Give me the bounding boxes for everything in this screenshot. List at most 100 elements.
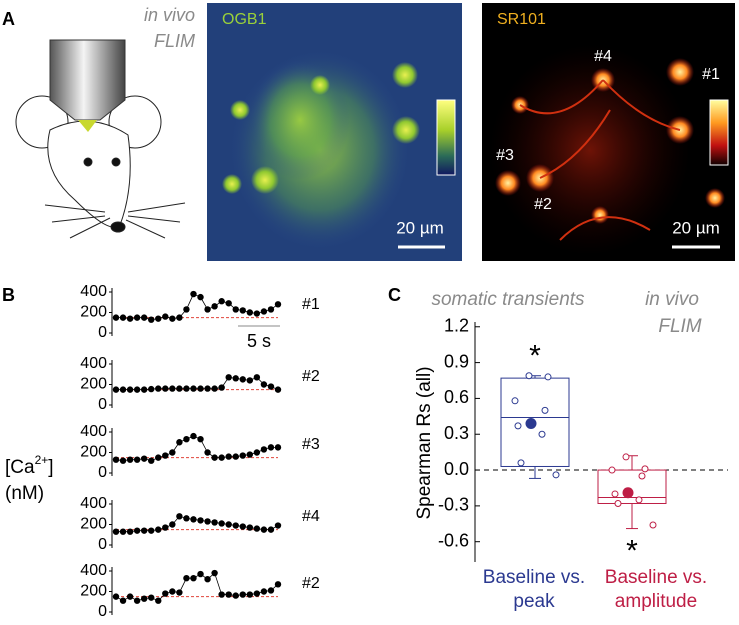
trace-point (140, 527, 148, 534)
trace-point (155, 597, 162, 604)
trace-point (197, 385, 204, 392)
panel-label: C (388, 285, 401, 305)
trace-point (274, 581, 282, 588)
data-point (511, 397, 519, 405)
data-point (611, 490, 619, 498)
annotation: FLIM (658, 316, 701, 337)
trace-point (169, 385, 176, 392)
trace-point (155, 385, 162, 392)
y-tick-label: 400 (80, 355, 107, 372)
trace-point (260, 308, 268, 315)
trace-point (274, 444, 282, 451)
trace-point (232, 306, 239, 313)
trace-point (225, 374, 232, 381)
trace-line (116, 293, 279, 321)
trace-point (176, 513, 183, 520)
trace-point (133, 456, 141, 463)
trace-point (183, 385, 190, 392)
data-point (541, 406, 549, 414)
trace-label: #1 (302, 296, 320, 313)
trace-point (183, 306, 190, 313)
y-axis-label: [Ca2+] (5, 453, 54, 478)
data-point (649, 521, 657, 529)
trace-point (267, 526, 275, 533)
trace-point (140, 314, 148, 321)
trace-point (148, 594, 155, 601)
trace-point (162, 313, 169, 320)
trace-point (126, 593, 134, 600)
y-tick-label: 0 (98, 603, 107, 620)
y-tick-label: 0 (98, 536, 107, 553)
trace-point (112, 593, 120, 600)
trace-point (119, 386, 127, 393)
trace-point (246, 309, 254, 316)
data-point (635, 496, 643, 504)
trace-point (169, 315, 176, 322)
trace-point (126, 386, 134, 393)
trace-point (155, 526, 162, 533)
trace-point (169, 588, 176, 595)
panel-label: B (2, 285, 15, 305)
annotation: FLIM (154, 31, 195, 51)
data-point (525, 372, 533, 380)
box (597, 469, 667, 504)
y-axis-label-part: ] (48, 457, 53, 478)
trace-point (232, 375, 239, 382)
y-axis-label-part: 2+ (35, 453, 49, 467)
trace-point (133, 597, 141, 604)
trace-point (267, 444, 275, 451)
trace-point (239, 452, 246, 459)
trace-point (211, 569, 218, 577)
trace-point (274, 522, 282, 529)
trace-point (133, 527, 141, 534)
trace-point (183, 574, 190, 582)
y-tick-label: 200 (80, 444, 107, 461)
data-point (517, 459, 525, 467)
data-point (544, 373, 552, 381)
trace-point (211, 519, 218, 526)
data-point (514, 422, 522, 430)
image-title: SR101 (497, 11, 546, 28)
cell-label: #1 (702, 66, 720, 83)
trace-point (140, 595, 148, 602)
trace-point (260, 381, 268, 388)
trace-point (246, 524, 254, 531)
y-tick-label: 400 (80, 495, 107, 512)
trace-point (197, 435, 204, 443)
scale-bar-label: 20 µm (396, 218, 444, 237)
trace-point (253, 525, 261, 532)
trace-point (148, 316, 155, 323)
y-axis-label: Spearman Rs (all) (414, 366, 435, 519)
trace-label: #4 (302, 508, 320, 525)
data-point (608, 466, 616, 474)
trace-point (246, 451, 254, 458)
trace-point (190, 516, 197, 523)
trace-point (197, 570, 204, 578)
trace-point (260, 588, 268, 595)
trace-point (155, 454, 162, 461)
y-tick-label: 200 (80, 583, 107, 600)
trace-point (253, 374, 261, 381)
trace-point (119, 457, 127, 464)
y-tick-label: 0.3 (444, 423, 469, 443)
trace-point (225, 300, 232, 307)
significance: * (626, 534, 638, 567)
trace-point (267, 306, 275, 313)
trace-point (133, 386, 141, 393)
trace-point (239, 523, 246, 530)
trace-point (218, 520, 225, 527)
ogb1-image (207, 3, 462, 261)
y-tick-label: 0 (98, 464, 107, 481)
trace-line (115, 435, 278, 462)
trace-point (197, 517, 204, 524)
trace-point (183, 515, 190, 522)
trace-point (176, 589, 183, 596)
y-tick-label: 0 (98, 396, 107, 413)
trace-point (204, 518, 211, 525)
y-tick-label: 400 (80, 562, 107, 579)
trace-point (204, 449, 211, 456)
trace-point (140, 386, 148, 393)
trace-point (232, 592, 239, 599)
trace-point (274, 301, 282, 308)
annotation: in vivo (144, 5, 195, 25)
